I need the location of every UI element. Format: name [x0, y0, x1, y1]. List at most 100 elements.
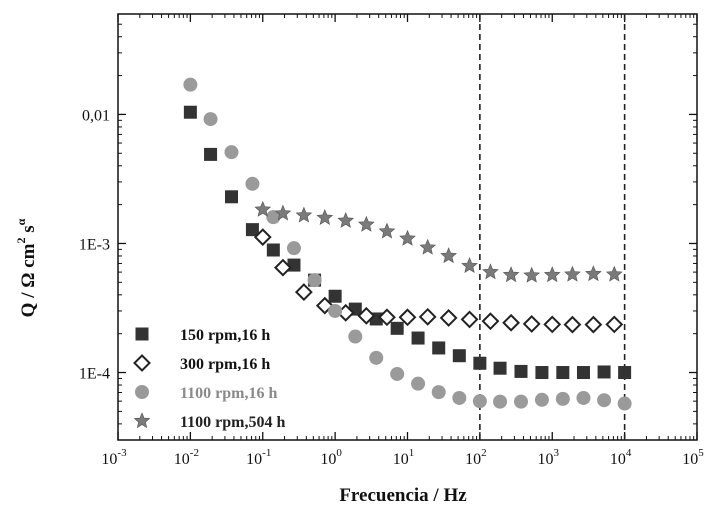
data-point-square — [224, 190, 238, 204]
data-point-square — [576, 366, 590, 380]
y-axis-title-sup2: α — [14, 218, 28, 225]
x-tick-label: 10-1 — [246, 447, 271, 468]
data-point-circle — [328, 303, 343, 318]
y-axis-title-mid: s — [18, 225, 39, 237]
data-point-circle — [266, 210, 281, 225]
data-point-star — [295, 206, 313, 223]
data-point-square — [556, 366, 570, 380]
legend-marker-star — [133, 412, 151, 429]
legend-label: 1100 rpm,504 h — [180, 414, 285, 431]
y-tick-label: 0,01 — [82, 107, 110, 124]
x-tick-label: 10-3 — [101, 447, 127, 468]
series-star — [254, 200, 623, 283]
data-point-star — [440, 247, 457, 264]
data-point-square — [183, 105, 197, 119]
data-point-circle — [348, 329, 363, 344]
y-tick-label: 1E-3 — [79, 236, 110, 253]
data-point-square — [266, 243, 280, 257]
data-point-circle — [431, 385, 446, 400]
data-point-circle — [513, 394, 528, 409]
data-point-diamond — [357, 306, 376, 325]
series-circle — [183, 77, 632, 411]
data-point-circle — [617, 396, 632, 411]
y-axis-title: Q / Ω cm2 sα — [14, 218, 39, 317]
data-point-diamond — [481, 312, 500, 331]
data-point-diamond — [378, 308, 396, 327]
x-tick-label: 104 — [610, 447, 632, 468]
data-point-square — [204, 147, 218, 161]
data-point-star — [605, 265, 623, 282]
data-point-star — [502, 266, 520, 283]
data-point-square — [618, 366, 632, 380]
data-point-square — [535, 366, 549, 380]
data-point-diamond — [502, 313, 521, 332]
data-point-circle — [369, 350, 384, 365]
y-tick-label: 1E-4 — [79, 366, 110, 383]
data-point-star — [357, 215, 375, 232]
data-point-circle — [307, 273, 322, 288]
legend-marker-circle — [135, 385, 149, 399]
data-point-diamond — [274, 258, 292, 277]
data-point-circle — [390, 366, 405, 381]
data-point-circle — [534, 392, 549, 407]
data-point-star — [543, 266, 561, 283]
data-point-diamond — [522, 315, 541, 333]
y-axis-title-sup1: 2 — [14, 238, 28, 244]
data-point-diamond — [563, 315, 582, 334]
legend-marker-diamond — [133, 354, 151, 372]
data-point-star — [378, 222, 396, 239]
data-point-diamond — [584, 315, 603, 334]
x-tick-label: 100 — [320, 447, 342, 468]
data-point-circle — [245, 176, 260, 191]
legend-marker-square — [135, 327, 149, 341]
x-tick-label: 10-2 — [174, 447, 199, 468]
data-point-circle — [472, 394, 487, 409]
data-point-circle — [576, 390, 591, 405]
data-point-diamond — [543, 315, 562, 334]
data-point-star — [254, 200, 272, 217]
data-point-square — [390, 321, 404, 335]
data-point-star — [274, 204, 292, 221]
data-point-star — [585, 265, 602, 282]
data-point-circle — [286, 241, 301, 256]
legend-label: 150 rpm,16 h — [180, 327, 270, 344]
data-point-diamond — [398, 308, 417, 327]
data-point-circle — [555, 391, 570, 406]
data-point-star — [461, 257, 478, 274]
legend-label: 1100 rpm,16 h — [180, 385, 277, 402]
data-point-circle — [183, 77, 198, 92]
data-point-star — [564, 265, 581, 282]
data-point-diamond — [253, 228, 272, 247]
data-point-square — [514, 364, 528, 378]
data-point-circle — [597, 393, 612, 408]
data-point-star — [337, 211, 355, 228]
data-point-square — [493, 361, 507, 375]
data-point-circle — [224, 145, 239, 160]
data-point-star — [316, 209, 334, 225]
data-point-circle — [203, 112, 218, 127]
data-point-circle — [452, 390, 467, 405]
data-point-star — [482, 263, 499, 280]
data-point-diamond — [460, 310, 479, 329]
data-point-star — [523, 266, 541, 283]
data-point-diamond — [439, 308, 458, 327]
y-axis-title-prefix: Q / Ω cm — [18, 243, 39, 317]
data-point-circle — [411, 376, 426, 391]
data-point-square — [328, 289, 342, 303]
data-point-star — [399, 229, 416, 246]
data-point-square — [432, 341, 446, 355]
x-tick-label: 102 — [465, 447, 487, 468]
data-point-square — [245, 223, 259, 237]
legend-label: 300 rpm,16 h — [180, 356, 270, 373]
x-tick-label: 103 — [538, 447, 560, 468]
data-point-square — [452, 349, 466, 363]
x-axis-title: Frecuencia / Hz — [339, 485, 467, 506]
data-point-diamond — [418, 307, 437, 326]
data-point-square — [411, 331, 425, 345]
x-tick-label: 105 — [682, 447, 704, 468]
x-tick-label: 101 — [393, 447, 415, 468]
data-point-square — [473, 356, 487, 370]
data-point-diamond — [605, 315, 624, 334]
data-point-square — [597, 365, 611, 379]
